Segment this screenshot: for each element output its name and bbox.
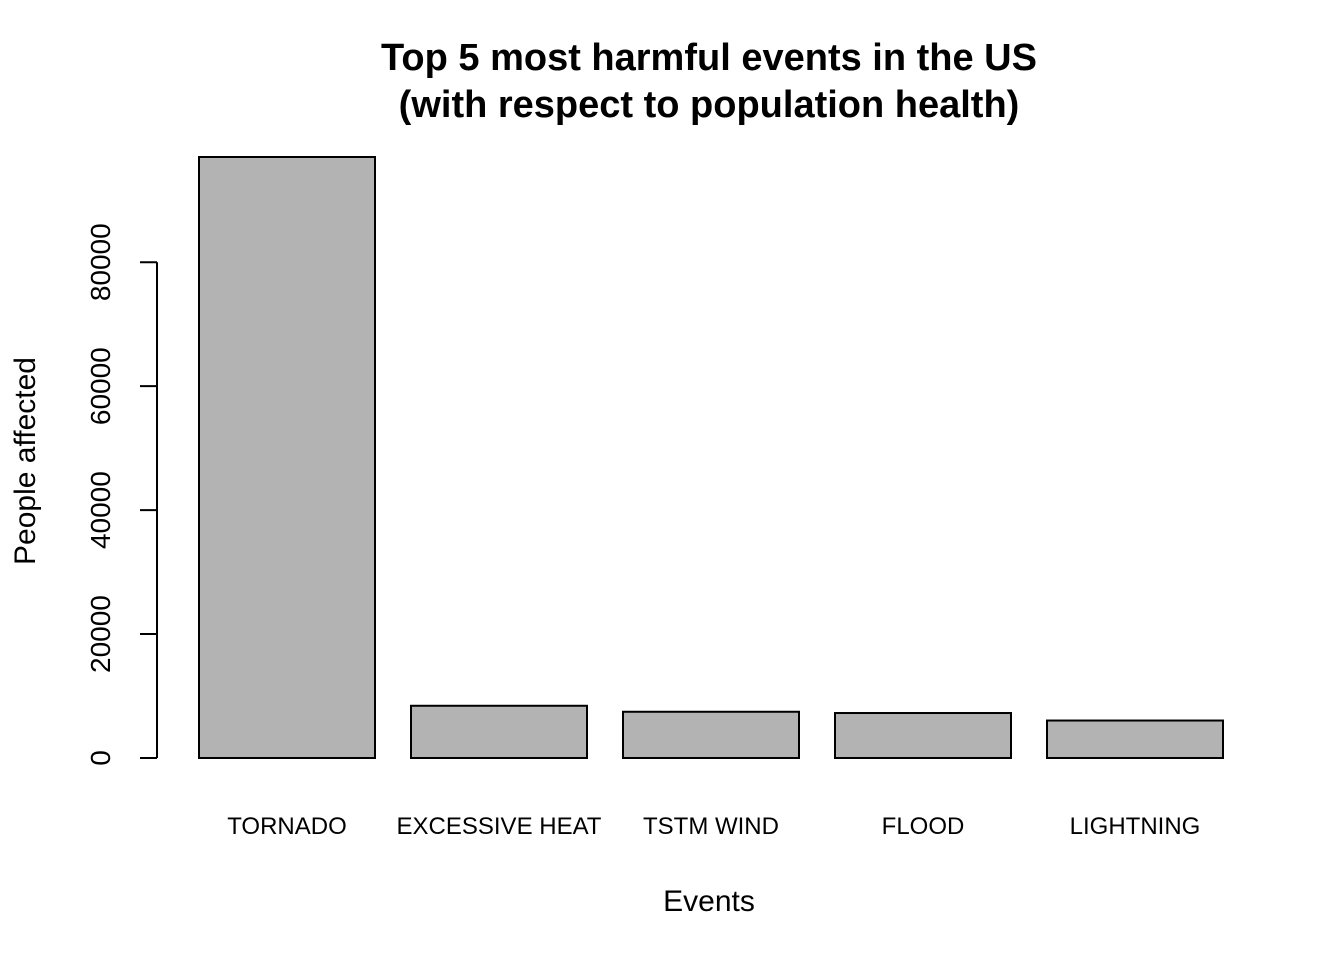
- x-tick-label: LIGHTNING: [1070, 813, 1201, 840]
- y-axis: 0 20000 40000 60000 80000: [85, 223, 158, 766]
- y-tick-label: 20000: [85, 595, 116, 673]
- x-tick-label: TORNADO: [227, 813, 347, 840]
- x-tick-label: FLOOD: [882, 813, 965, 840]
- bars-group: [198, 156, 1224, 760]
- y-tick-label: 80000: [85, 223, 116, 301]
- bar-lightning: [1046, 719, 1224, 759]
- x-tick-label: TSTM WIND: [643, 813, 779, 840]
- y-tick-label: 60000: [85, 347, 116, 425]
- x-tick-label: EXCESSIVE HEAT: [397, 813, 602, 840]
- bar-excessive-heat: [410, 704, 588, 759]
- bar-flood: [834, 712, 1012, 760]
- y-tick-label: 0: [85, 750, 116, 766]
- chart-title-line-2: (with respect to population health): [399, 84, 1020, 126]
- x-axis-label: Events: [663, 885, 755, 918]
- chart-title-line-1: Top 5 most harmful events in the US: [381, 37, 1037, 79]
- bar-tornado: [198, 156, 376, 759]
- y-axis-label: People affected: [9, 357, 42, 565]
- y-tick-label: 40000: [85, 471, 116, 549]
- bar-tstm-wind: [622, 710, 800, 760]
- x-category-labels: TORNADO EXCESSIVE HEAT TSTM WIND FLOOD LIGHT…: [227, 813, 1200, 840]
